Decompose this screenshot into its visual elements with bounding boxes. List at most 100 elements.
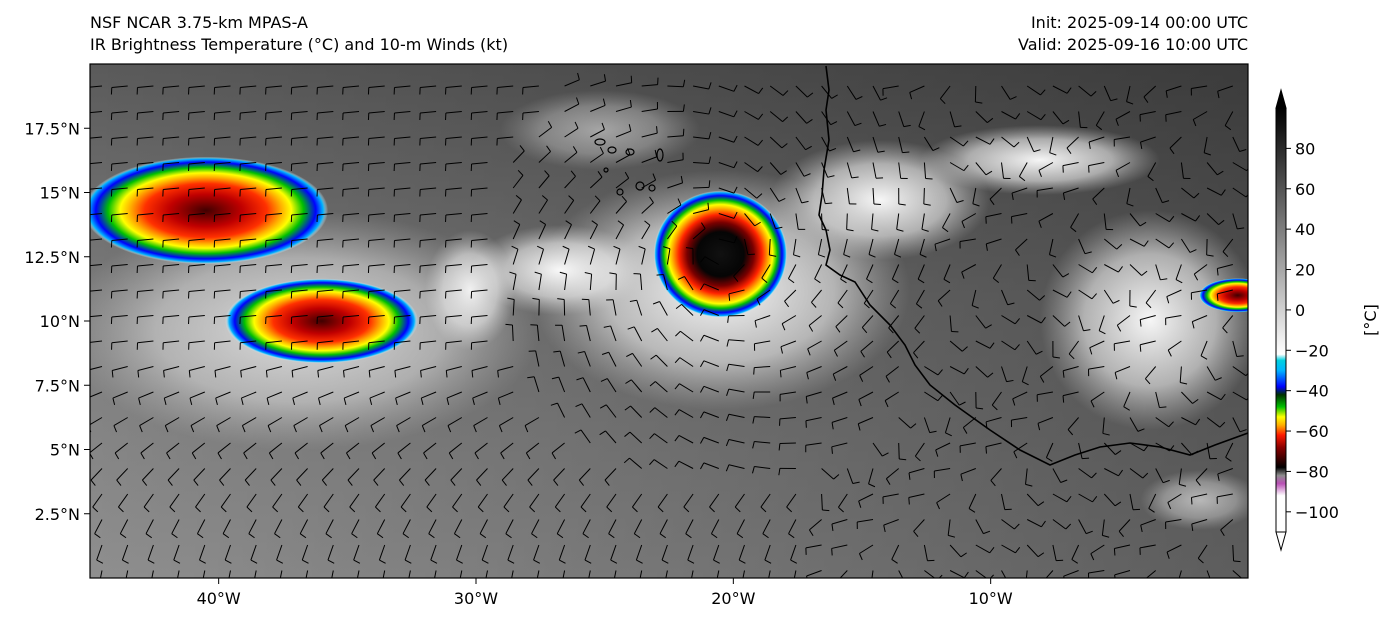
wind-barb (188, 187, 205, 197)
wind-barb (744, 187, 763, 199)
wind-barb (1139, 111, 1156, 122)
wind-barb (1001, 340, 1020, 351)
wind-barb (342, 187, 360, 197)
wind-barb (538, 170, 550, 189)
wind-barb (111, 340, 128, 350)
wind-barb (1190, 289, 1208, 300)
wind-barb (524, 417, 540, 433)
wind-barb (1200, 340, 1208, 360)
wind-barb (1126, 85, 1134, 105)
wind-barb (866, 264, 874, 284)
wind-barb (1088, 162, 1105, 173)
wind-barb (290, 264, 308, 274)
wind-barb (90, 264, 103, 267)
wind-barb (393, 264, 411, 274)
wind-barb (744, 111, 764, 120)
wind-barb (239, 238, 257, 248)
wind-barb (222, 519, 231, 539)
colorbar-max-extend (1275, 88, 1287, 109)
wind-barb (1195, 468, 1208, 486)
wind-barb (419, 315, 437, 325)
wind-barb (871, 213, 879, 232)
wind-barb (1026, 519, 1046, 528)
wind-barb (265, 111, 282, 121)
wind-barb (559, 271, 568, 291)
wind-barb (632, 493, 643, 513)
wind-barb (136, 85, 154, 95)
wind-barb (961, 264, 977, 279)
wind-barb (533, 544, 541, 564)
wind-barb (590, 146, 604, 163)
wind-barb (744, 136, 763, 146)
wind-barb (151, 570, 154, 578)
wind-barb (1052, 468, 1068, 483)
wind-barb (651, 328, 668, 342)
wind-barb (1155, 417, 1174, 428)
wind-barb (110, 289, 128, 299)
wind-barb (188, 315, 205, 325)
wind-barb (240, 366, 257, 378)
wind-barb (1155, 213, 1175, 223)
wind-barb (663, 246, 671, 265)
wind-barb (641, 102, 659, 112)
wind-barb (961, 213, 977, 229)
wind-barb (891, 544, 900, 564)
wind-barb (529, 493, 540, 513)
wind-barb (843, 238, 851, 258)
wind-barb (445, 136, 462, 146)
wind-barb (944, 417, 952, 437)
wind-barb (393, 340, 411, 350)
wind-barb (835, 315, 848, 333)
wind-barb (831, 544, 848, 556)
wind-barb (402, 519, 411, 539)
wind-barb (1144, 366, 1157, 385)
wind-barb (215, 391, 231, 406)
wind-barb (1001, 493, 1012, 511)
wind-barb (1078, 289, 1097, 300)
wind-barb (1129, 289, 1137, 308)
lat-tick-label: 2.5°N (35, 505, 80, 524)
wind-barb (626, 352, 643, 367)
wind-barb (665, 570, 668, 578)
wind-barb (615, 100, 632, 112)
wind-barb (434, 570, 437, 578)
wind-barb (400, 493, 411, 513)
wind-barb (1098, 315, 1106, 335)
wind-barb (949, 162, 969, 172)
wind-barb (817, 238, 826, 258)
wind-barb (1078, 442, 1090, 460)
wind-barb (316, 238, 334, 248)
wind-barb (367, 264, 385, 274)
wind-barb (90, 289, 103, 292)
wind-barb (734, 493, 745, 513)
wind-barb (691, 570, 694, 578)
wind-barb (470, 162, 488, 172)
wind-barb (96, 544, 104, 564)
wind-barb (564, 170, 576, 189)
wind-barb (1129, 468, 1149, 479)
wind-barb (577, 351, 591, 367)
wind-barb (615, 195, 627, 214)
wind-barb (1155, 391, 1167, 409)
wind-barb (511, 245, 519, 265)
wind-barb (1101, 519, 1110, 538)
wind-barb (1206, 570, 1211, 578)
wind-barb (624, 431, 643, 444)
wind-barb (924, 366, 943, 376)
wind-barb (250, 544, 258, 564)
wind-barb (1116, 315, 1131, 332)
wind-barb (500, 442, 514, 460)
wind-barb (446, 391, 462, 406)
wind-barb (788, 519, 797, 539)
wind-barb (1232, 544, 1241, 563)
wind-barb (846, 468, 860, 485)
wind-barb (445, 264, 462, 274)
wind-barb (1216, 289, 1233, 301)
wind-barb (1103, 289, 1120, 304)
wind-barb (937, 289, 951, 307)
wind-barb (538, 120, 553, 138)
wind-barb (113, 417, 128, 433)
wind-barb (1062, 162, 1079, 173)
wind-barb (752, 441, 771, 449)
wind-barb (342, 213, 360, 223)
